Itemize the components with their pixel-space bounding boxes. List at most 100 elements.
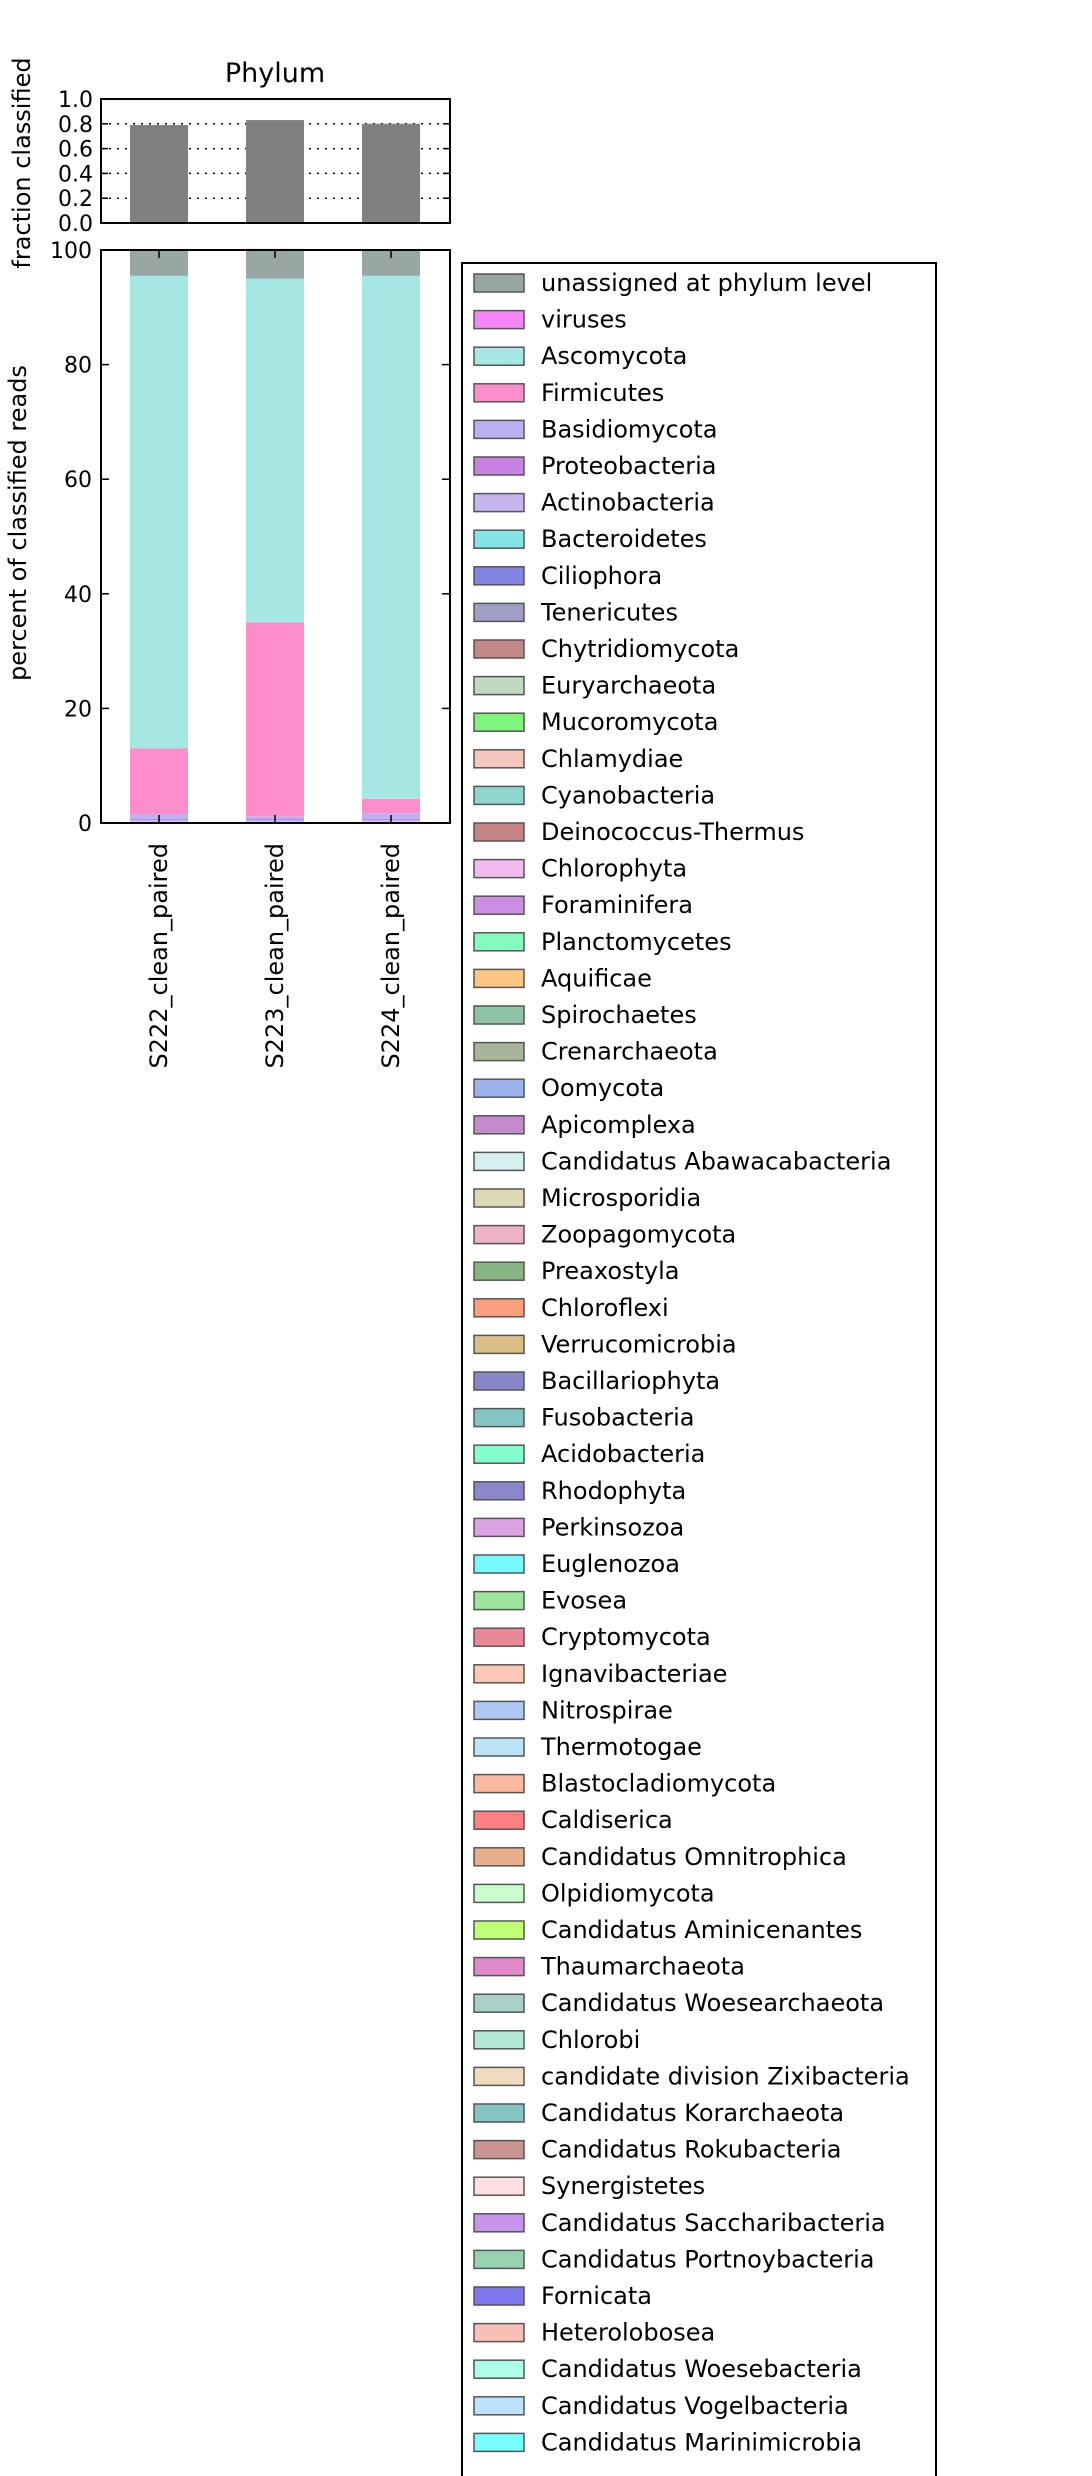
fraction-y-tick-label: 0.4 (58, 162, 93, 187)
legend-label: Ascomycota (541, 342, 687, 370)
legend-label: Candidatus Marinimicrobia (541, 2428, 862, 2456)
legend-label: unassigned at phylum level (541, 269, 872, 297)
legend-label: Foraminifera (541, 891, 693, 919)
legend-swatch (473, 1334, 525, 1355)
legend-label: Fornicata (541, 2282, 652, 2310)
legend-swatch (473, 2432, 525, 2453)
legend-label: Basidiomycota (541, 415, 718, 443)
percent-y-tick-label: 40 (64, 583, 92, 608)
legend-swatch (473, 1554, 525, 1574)
legend-label: Candidatus Omnitrophica (541, 1843, 847, 1871)
percent-panel: percent of classified reads 0 20 40 60 80 100… (4, 239, 451, 1069)
legend-label: Chlorophyta (541, 855, 687, 883)
legend-swatch (473, 1883, 525, 1904)
category-label: S224_clean_paired (377, 843, 405, 1069)
legend-label: Mucoromycota (541, 708, 718, 736)
legend-swatch (473, 1224, 525, 1245)
legend-label: Acidobacteria (541, 1440, 705, 1468)
percent-axes-frame (100, 249, 451, 824)
legend-swatch (473, 566, 525, 586)
legend-label: Zoopagomycota (541, 1221, 736, 1249)
legend-swatch (473, 2030, 525, 2050)
legend-swatch (473, 419, 525, 440)
fraction-bar (246, 120, 304, 223)
legend-swatch (473, 785, 525, 806)
legend-label: Apicomplexa (541, 1111, 696, 1139)
legend-label: Bacillariophyta (541, 1367, 720, 1395)
legend-label: Thermotogae (540, 1733, 702, 1761)
legend-label: Deinococcus-Thermus (541, 818, 804, 846)
legend-label: Euryarchaeota (541, 672, 716, 700)
legend-label: candidate division Zixibacteria (541, 2062, 910, 2090)
legend-swatch (473, 1407, 525, 1428)
legend-swatch (473, 1041, 525, 1062)
legend-label: Actinobacteria (541, 489, 715, 517)
legend-swatch (473, 1773, 525, 1794)
legend-label: Candidatus Rokubacteria (541, 2136, 841, 2164)
fraction-y-tick-label: 0.8 (58, 113, 93, 138)
legend-label: Candidatus Woesebacteria (541, 2355, 862, 2383)
stack-segment (246, 278, 304, 623)
legend-label: Chlorobi (541, 2026, 640, 2054)
percent-y-tick-label: 20 (64, 697, 92, 722)
legend-label: Microsporidia (541, 1184, 701, 1212)
legend-swatch (473, 529, 525, 549)
legend: unassigned at phylum level viruses Ascomyc… (461, 262, 937, 2476)
percent-y-label: percent of classified reads (4, 365, 32, 681)
legend-swatch (473, 1261, 525, 1281)
legend-label: Ciliophora (541, 562, 662, 590)
legend-swatch (473, 1810, 525, 1830)
legend-swatch (473, 968, 525, 989)
legend-label: Nitrospirae (541, 1696, 673, 1724)
legend-label: Proteobacteria (541, 452, 717, 480)
legend-label: Thaumarchaeota (540, 1953, 745, 1981)
legend-swatch (473, 383, 525, 403)
legend-swatch (473, 1298, 525, 1318)
legend-label: Perkinsozoa (541, 1513, 684, 1541)
legend-swatch (473, 2286, 525, 2306)
legend-swatch (473, 2249, 525, 2270)
stack-segment (246, 622, 304, 817)
legend-swatch (473, 1188, 525, 1208)
legend-swatch (473, 2176, 525, 2196)
legend-swatch (473, 273, 525, 293)
legend-swatch (473, 1481, 525, 1501)
legend-label: Blastocladiomycota (541, 1770, 776, 1798)
legend-label: viruses (541, 306, 627, 334)
legend-swatch (473, 932, 525, 952)
legend-swatch (473, 602, 525, 623)
fraction-panel: Phylum fraction classified 0.00.20.40.60… (8, 57, 451, 269)
legend-swatch (473, 822, 525, 842)
stack-segment (362, 275, 420, 799)
legend-label: Synergistetes (541, 2172, 705, 2200)
category-label: S223_clean_paired (261, 843, 289, 1069)
legend-swatch (473, 712, 525, 732)
legend-label: Preaxostyla (541, 1257, 680, 1285)
legend-swatch (473, 1371, 525, 1391)
stack-segment (130, 275, 188, 749)
legend-swatch (473, 1700, 525, 1721)
legend-label: Bacteroidetes (541, 525, 707, 553)
chart-title: Phylum (225, 58, 325, 89)
legend-swatch (473, 346, 525, 366)
legend-label: Euglenozoa (541, 1550, 680, 1578)
fraction-y-label: fraction classified (8, 57, 36, 268)
legend-swatch (473, 1737, 525, 1757)
fraction-y-tick-label: 0.6 (58, 138, 93, 163)
legend-label: Chlamydiae (541, 745, 683, 773)
legend-label: Rhodophyta (541, 1477, 686, 1505)
legend-label: Candidatus Portnoybacteria (541, 2245, 875, 2273)
legend-swatch (473, 639, 525, 659)
percent-y-tick-label: 80 (64, 354, 92, 379)
legend-swatch (473, 2322, 525, 2343)
legend-swatch (473, 1517, 525, 1538)
legend-swatch (473, 1590, 525, 1611)
legend-label: Tenericutes (540, 598, 678, 626)
legend-swatch (473, 858, 525, 879)
legend-swatch (473, 2213, 525, 2233)
legend-label: Olpidiomycota (541, 1879, 715, 1907)
fraction-y-tick-label: 0.0 (58, 212, 93, 237)
legend-swatch (473, 2396, 525, 2416)
legend-label: Candidatus Korarchaeota (541, 2099, 844, 2127)
fraction-axes-frame (100, 98, 451, 224)
